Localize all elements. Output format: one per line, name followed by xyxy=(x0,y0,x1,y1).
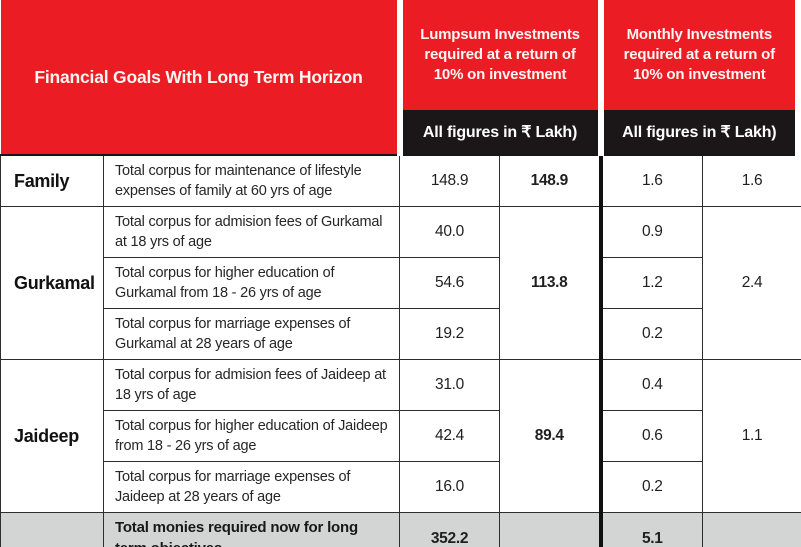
lumpsum-value: 16.0 xyxy=(399,461,501,513)
monthly-value: 1.6 xyxy=(598,154,704,207)
monthly-group-total: 1.1 xyxy=(702,359,801,513)
monthly-group-total: 2.4 xyxy=(702,206,801,360)
monthly-value: 0.2 xyxy=(598,461,704,513)
grand-total-empty-cell xyxy=(0,512,104,547)
table-row-jaideep-2: Total corpus for higher education of Jai… xyxy=(1,410,801,462)
header-row: Financial Goals With Long Term Horizon L… xyxy=(0,0,801,155)
lumpsum-value: 54.6 xyxy=(399,257,501,309)
table-row-gurkamal-1: Gurkamal Total corpus for admision fees … xyxy=(0,206,801,360)
goal-desc: Total corpus for marriage expenses of Gu… xyxy=(102,308,401,360)
main-title: Financial Goals With Long Term Horizon xyxy=(0,0,400,155)
lumpsum-value: 40.0 xyxy=(399,206,501,258)
goal-desc: Total corpus for admision fees of Gurkam… xyxy=(102,206,401,258)
grand-total-monthly: 5.1 xyxy=(598,512,704,547)
lumpsum-group-total: 89.4 xyxy=(499,359,602,513)
member-label-jaideep: Jaideep xyxy=(0,359,104,513)
monthly-value: 0.6 xyxy=(598,410,704,462)
lumpsum-value: 148.9 xyxy=(399,154,501,207)
monthly-value: 0.2 xyxy=(598,308,704,360)
lumpsum-group-total: 113.8 xyxy=(499,206,602,360)
grand-total-label: Total monies required now for long term … xyxy=(102,512,401,547)
table-row-family: Family Total corpus for maintenance of l… xyxy=(0,154,801,207)
lumpsum-value: 19.2 xyxy=(399,308,501,360)
member-label-family: Family xyxy=(0,154,104,207)
lumpsum-units-band: All figures in ₹ Lakh) xyxy=(396,110,601,155)
grand-total-row: Total monies required now for long term … xyxy=(0,512,801,547)
lumpsum-group-total: 148.9 xyxy=(499,154,602,207)
member-label-gurkamal: Gurkamal xyxy=(0,206,104,360)
grand-total-lumpsum: 352.2 xyxy=(399,512,501,547)
lumpsum-value: 42.4 xyxy=(399,410,501,462)
goal-desc: Total corpus for higher education of Jai… xyxy=(102,410,401,462)
monthly-header: Monthly Investments required at a return… xyxy=(597,0,801,110)
grand-total-lumpsum-empty xyxy=(499,512,602,547)
goal-desc: Total corpus for maintenance of lifestyl… xyxy=(102,154,401,207)
table-row-jaideep-3: Total corpus for marriage expenses of Ja… xyxy=(1,461,801,513)
table-row-jaideep-1: Jaideep Total corpus for admision fees o… xyxy=(0,359,801,513)
goal-desc: Total corpus for marriage expenses of Ja… xyxy=(102,461,401,513)
table-row-gurkamal-3: Total corpus for marriage expenses of Gu… xyxy=(1,308,801,360)
table-row-gurkamal-2: Total corpus for higher education of Gur… xyxy=(1,257,801,309)
goal-desc: Total corpus for admision fees of Jaidee… xyxy=(102,359,401,411)
monthly-value: 0.9 xyxy=(598,206,704,258)
monthly-value: 0.4 xyxy=(598,359,704,411)
monthly-group-total: 1.6 xyxy=(702,154,801,207)
monthly-value: 1.2 xyxy=(598,257,704,309)
grand-total-monthly-empty xyxy=(702,512,801,547)
goal-desc: Total corpus for higher education of Gur… xyxy=(102,257,401,309)
lumpsum-header: Lumpsum Investments required at a return… xyxy=(396,0,601,110)
monthly-units-band: All figures in ₹ Lakh) xyxy=(597,110,801,155)
units-row: All figures in ₹ Lakh) All figures in ₹ … xyxy=(1,110,801,155)
lumpsum-value: 31.0 xyxy=(399,359,501,411)
